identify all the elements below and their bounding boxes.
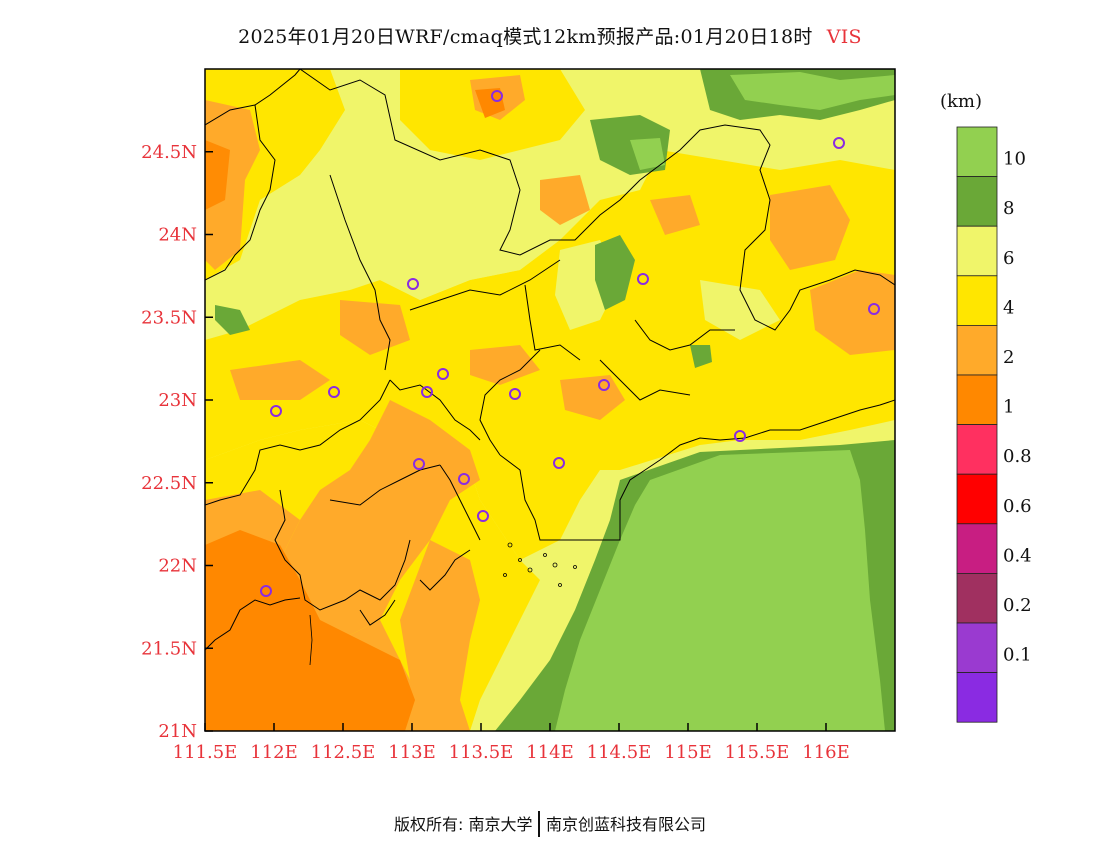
y-tick-label: 21.5N (141, 638, 197, 659)
y-tick-label: 23.5N (141, 307, 197, 328)
y-axis: 21N 21.5N 22N 22.5N 23N 23.5N 24N 24.5N (141, 142, 213, 742)
colorbar-label: 4 (1003, 297, 1014, 318)
colorbar-segment (956, 424, 998, 475)
map-title: 2025年01月20日WRF/cmaq模式12km预报产品:01月20日18时 V… (0, 22, 1100, 49)
colorbar-segment (956, 324, 998, 376)
station-marker (270, 405, 282, 417)
footer-separator (538, 810, 540, 837)
colorbar-segment (956, 523, 998, 574)
colorbar: 10 8 6 4 2 1 0.8 0.6 0.4 0.2 0.1 (956, 126, 1032, 723)
x-tick-label: 114.5E (587, 742, 652, 763)
colorbar-segment (956, 622, 998, 673)
colorbar-label: 8 (1003, 198, 1014, 219)
colorbar-label: 2 (1003, 347, 1014, 368)
station-marker (598, 379, 610, 391)
colorbar-label: 0.2 (1003, 595, 1032, 616)
x-tick-label: 112.5E (311, 742, 376, 763)
x-tick-label: 115E (664, 742, 712, 763)
y-tick-label: 24N (158, 225, 197, 246)
station-marker (477, 510, 489, 522)
station-marker (833, 137, 845, 149)
colorbar-segment (956, 126, 998, 177)
station-marker (437, 368, 449, 380)
x-tick-label: 112E (250, 742, 298, 763)
footer-copyright: 版权所有: 南京大学 (394, 815, 533, 834)
colorbar-label: 0.6 (1003, 496, 1032, 517)
colorbar-label: 10 (1003, 149, 1026, 170)
x-axis: 111.5E 112E 112.5E 113E 113.5E 114E 114.5E 115E… (173, 723, 850, 763)
colorbar-segment (956, 176, 998, 227)
x-tick-label: 113.5E (449, 742, 514, 763)
colorbar-label: 6 (1003, 248, 1014, 269)
colorbar-unit: (km) (940, 91, 982, 112)
y-tick-label: 22.5N (141, 473, 197, 494)
footer: 版权所有: 南京大学 南京创蓝科技有限公司 (0, 810, 1100, 839)
station-marker (328, 386, 340, 398)
colorbar-segment (956, 672, 998, 723)
station-marker (637, 273, 649, 285)
y-tick-label: 23N (158, 390, 197, 411)
colorbar-segment (956, 473, 998, 525)
title-variable: VIS (826, 26, 862, 48)
station-marker (491, 90, 503, 102)
colorbar-segment (956, 275, 998, 326)
colorbar-segment (956, 573, 998, 624)
colorbar-label: 1 (1003, 397, 1014, 418)
x-tick-label: 114E (526, 742, 574, 763)
station-marker (421, 386, 433, 398)
y-tick-label: 21N (158, 721, 197, 742)
station-marker (458, 473, 470, 485)
colorbar-label: 0.1 (1003, 645, 1032, 666)
colorbar-segment (956, 374, 998, 425)
station-marker (407, 278, 419, 290)
station-marker (509, 388, 521, 400)
island-outlines (309, 542, 577, 666)
colorbar-segment (956, 225, 998, 277)
title-main: 2025年01月20日WRF/cmaq模式12km预报产品:01月20日18时 (238, 26, 813, 48)
station-markers (260, 90, 880, 597)
station-marker (553, 457, 565, 469)
colorbar-label: 0.8 (1003, 446, 1032, 467)
x-tick-label: 113E (388, 742, 436, 763)
visibility-field (205, 69, 895, 731)
footer-company: 南京创蓝科技有限公司 (545, 815, 706, 834)
y-tick-label: 24.5N (141, 142, 197, 163)
station-marker (413, 458, 425, 470)
y-tick-label: 22N (158, 556, 197, 577)
station-marker (734, 430, 746, 442)
station-marker (260, 585, 272, 597)
station-marker (868, 303, 880, 315)
x-tick-label: 115.5E (725, 742, 790, 763)
x-tick-label: 116E (802, 742, 850, 763)
colorbar-label: 0.4 (1003, 545, 1032, 566)
boundary-lines (205, 69, 895, 651)
x-tick-label: 111.5E (173, 742, 238, 763)
